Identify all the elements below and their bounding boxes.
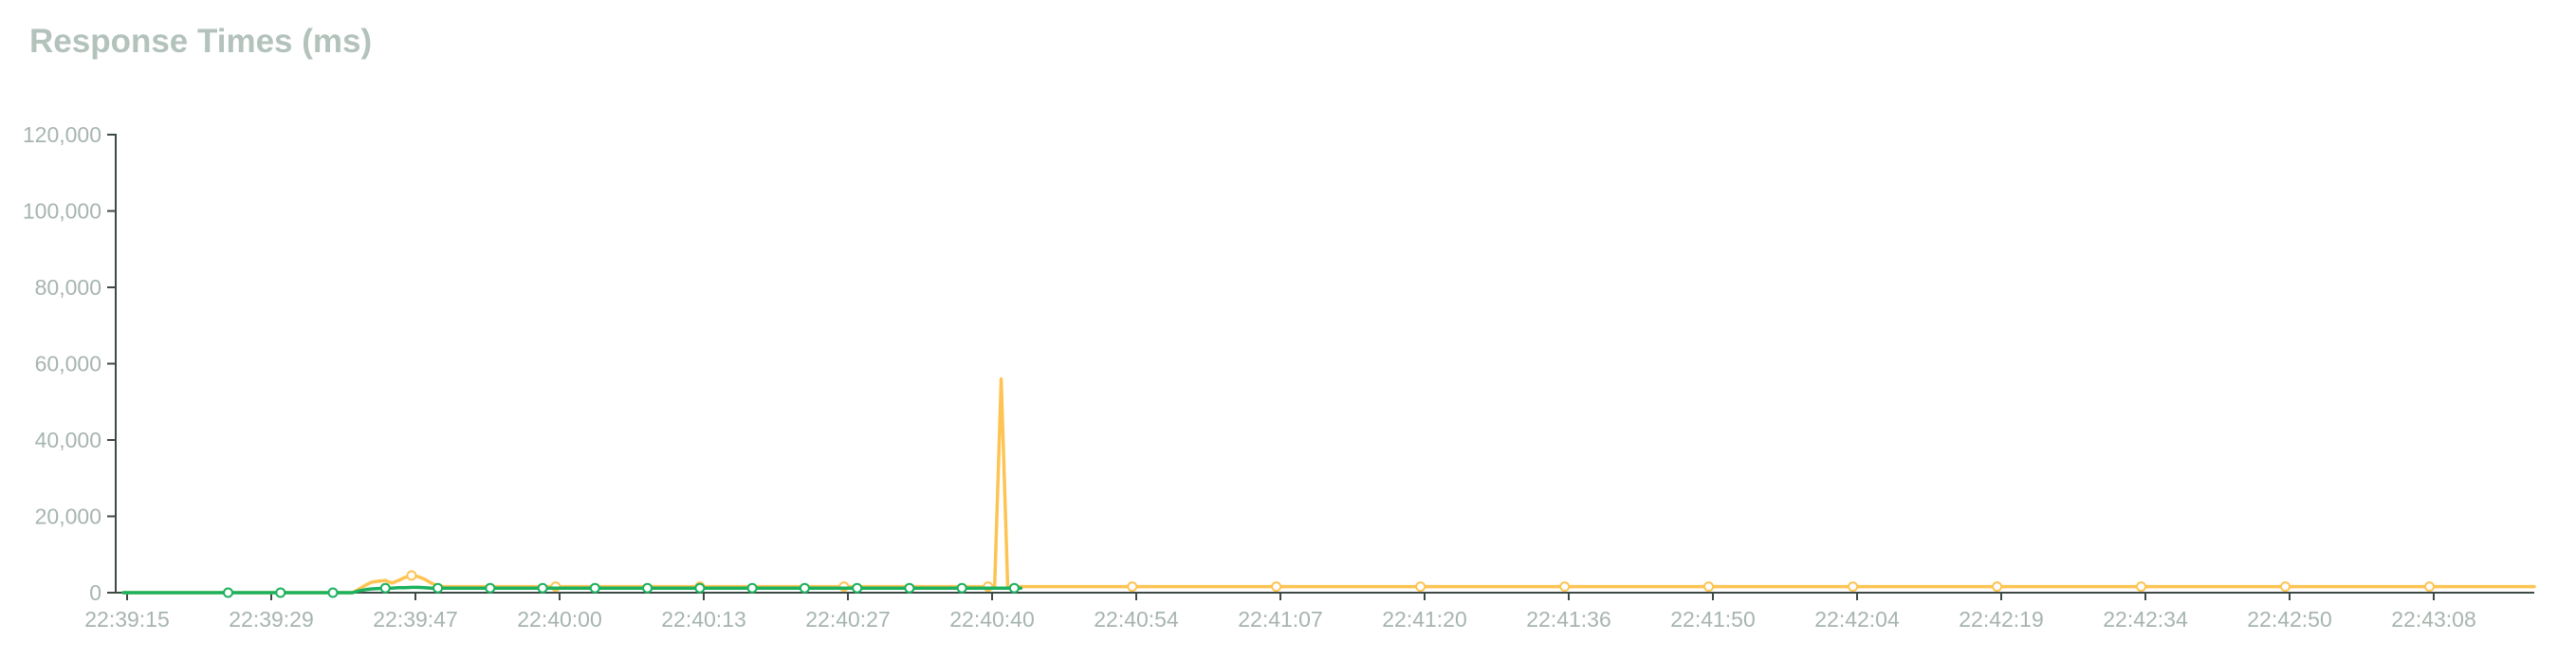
data-point[interactable] [1127, 581, 1138, 593]
y-tick-label: 20,000 [35, 504, 101, 529]
y-tick-label: 0 [89, 580, 101, 605]
data-point[interactable] [2136, 581, 2146, 593]
data-point[interactable] [1848, 581, 1859, 593]
data-point[interactable] [852, 582, 863, 594]
data-point[interactable] [1271, 581, 1282, 593]
x-tick-label: 22:40:54 [1094, 607, 1179, 632]
y-tick-label: 120,000 [23, 122, 101, 147]
x-tick-label: 22:42:50 [2247, 607, 2332, 632]
data-point[interactable] [485, 582, 496, 594]
x-tick-label: 22:40:27 [805, 607, 891, 632]
x-axis: 22:39:15 22:39:29 22:39:47 22:40:00 22:40:13… [84, 592, 2534, 632]
data-point[interactable] [2424, 581, 2435, 593]
data-point[interactable] [275, 587, 286, 598]
data-point[interactable] [1703, 581, 1715, 593]
data-point[interactable] [223, 587, 233, 598]
data-point[interactable] [537, 582, 548, 594]
data-point[interactable] [642, 582, 653, 594]
data-point[interactable] [1559, 581, 1571, 593]
data-point[interactable] [406, 570, 417, 581]
data-point[interactable] [379, 582, 391, 594]
series-layer [121, 376, 2536, 598]
series-line-1 [121, 376, 2536, 595]
x-tick-label: 22:42:34 [2103, 607, 2188, 632]
x-tick-label: 22:42:19 [1959, 607, 2044, 632]
x-tick-label: 22:41:07 [1238, 607, 1323, 632]
y-tick-label: 100,000 [23, 199, 101, 224]
chart-title: Response Times (ms) [29, 23, 373, 60]
y-axis: 0 20,000 40,000 60,000 80,000 100,000 120,000 [23, 122, 117, 605]
series-line-2 [121, 585, 1023, 595]
x-tick-label: 22:40:13 [661, 607, 746, 632]
x-tick-label: 22:39:15 [84, 607, 170, 632]
x-tick-label: 22:41:20 [1382, 607, 1467, 632]
x-tick-label: 22:40:40 [949, 607, 1035, 632]
x-tick-label: 22:39:47 [373, 607, 458, 632]
data-point[interactable] [1008, 582, 1020, 594]
series-markers-2 [223, 582, 1020, 598]
x-tick-label: 22:42:04 [1814, 607, 1900, 632]
data-point[interactable] [2280, 581, 2291, 593]
y-tick-label: 60,000 [35, 352, 101, 376]
data-point[interactable] [904, 582, 915, 594]
y-tick-label: 40,000 [35, 428, 101, 452]
x-tick-label: 22:43:08 [2391, 607, 2476, 632]
data-point[interactable] [956, 582, 967, 594]
x-tick-label: 22:41:50 [1670, 607, 1756, 632]
data-point[interactable] [1415, 581, 1426, 593]
data-point[interactable] [327, 587, 339, 598]
data-point[interactable] [746, 582, 758, 594]
y-tick-label: 80,000 [35, 275, 101, 300]
data-point[interactable] [694, 582, 706, 594]
data-point[interactable] [589, 582, 600, 594]
x-tick-label: 22:41:36 [1526, 607, 1611, 632]
data-point[interactable] [1992, 581, 2003, 593]
x-tick-label: 22:39:29 [229, 607, 314, 632]
x-tick-label: 22:40:00 [517, 607, 602, 632]
data-point[interactable] [799, 582, 810, 594]
data-point[interactable] [432, 582, 444, 594]
